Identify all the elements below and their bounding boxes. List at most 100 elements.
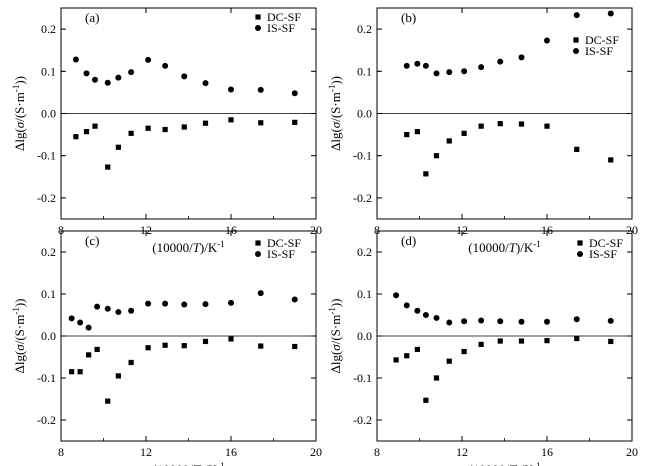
legend-marker-square — [255, 14, 261, 20]
data-point-dc-sf — [105, 398, 111, 404]
data-point-dc-sf — [574, 146, 580, 152]
data-point-dc-sf — [162, 342, 168, 348]
x-tick-label: 16 — [225, 445, 237, 459]
data-point-is-sf — [403, 302, 410, 309]
legend-marker-square — [573, 37, 579, 43]
x-axis-label-suffix: )/K — [200, 462, 218, 466]
data-point-is-sf — [518, 54, 525, 61]
data-point-is-sf — [115, 309, 122, 316]
x-tick-label: 12 — [456, 445, 468, 459]
x-axis-label-variable: T — [193, 462, 201, 466]
x-axis-label-exponent: -1 — [533, 239, 541, 249]
data-point-dc-sf — [478, 123, 484, 129]
x-axis-label-variable: T — [509, 240, 517, 255]
data-point-dc-sf — [404, 353, 410, 359]
data-point-is-sf — [607, 10, 614, 17]
y-axis-label-variable: σ — [328, 121, 343, 128]
y-tick-label: 0.0 — [41, 107, 56, 121]
data-point-dc-sf — [292, 119, 298, 125]
data-point-is-sf — [291, 296, 298, 303]
data-point-is-sf — [573, 12, 580, 19]
x-axis-label: (10000/T)/K-1 — [468, 461, 541, 466]
y-tick-label: 0.1 — [357, 64, 372, 78]
legend-marker-square — [577, 240, 583, 246]
x-axis-label: (10000/T)/K-1 — [152, 461, 225, 466]
data-point-is-sf — [257, 86, 264, 93]
y-tick-label: -0.2 — [37, 191, 56, 205]
x-tick-label: 8 — [58, 445, 64, 459]
y-tick-label: -0.2 — [37, 413, 56, 427]
data-point-dc-sf — [162, 126, 168, 133]
data-point-is-sf — [544, 318, 550, 325]
legend-label: DC-SF — [585, 33, 619, 47]
data-point-dc-sf — [433, 153, 440, 159]
panel-b: 8 12 16 20-0.2-0.10.00.10.2(10000/T)/K-1Δlg… — [327, 7, 638, 255]
y-axis-label-exponent: -1 — [11, 307, 21, 315]
data-point-dc-sf — [608, 157, 614, 163]
data-point-dc-sf — [258, 343, 264, 349]
y-axis-label: Δlg(σ/(S·m-1)) — [11, 76, 27, 151]
data-point-is-sf — [497, 58, 504, 65]
data-point-dc-sf — [202, 120, 209, 126]
data-point-is-sf — [181, 73, 188, 80]
y-tick-label: 0.2 — [357, 22, 372, 36]
data-point-dc-sf — [461, 130, 467, 136]
x-axis-label-exponent: -1 — [217, 461, 225, 466]
y-axis-label-prefix: Δlg( — [328, 351, 343, 374]
data-point-dc-sf — [497, 338, 503, 344]
x-tick-label: 20 — [310, 445, 322, 459]
panel-label: (d) — [401, 233, 416, 248]
data-point-is-sf — [68, 315, 75, 322]
data-point-is-sf — [128, 307, 135, 314]
data-point-dc-sf — [145, 345, 151, 351]
y-tick-label: 0.0 — [357, 329, 372, 343]
data-point-dc-sf — [414, 129, 420, 135]
data-point-dc-sf — [181, 343, 187, 349]
x-tick-label: 8 — [58, 223, 64, 237]
legend-label: IS-SF — [267, 21, 295, 35]
data-point-dc-sf — [518, 338, 525, 344]
x-axis-label-suffix: )/K — [516, 240, 534, 255]
data-point-dc-sf — [77, 369, 83, 375]
y-axis-label-unit: /(S·m — [12, 92, 27, 122]
data-point-is-sf — [228, 299, 234, 306]
data-point-dc-sf — [446, 358, 452, 364]
data-point-is-sf — [145, 300, 152, 307]
y-tick-label: 0.2 — [357, 245, 372, 259]
legend-label: DC-SF — [589, 236, 623, 250]
x-tick-label: 12 — [140, 223, 152, 237]
data-point-is-sf — [77, 319, 84, 326]
x-axis-label-prefix: (10000/ — [468, 462, 509, 466]
data-point-is-sf — [104, 305, 111, 312]
legend-marker-circle — [573, 48, 579, 54]
data-point-is-sf — [403, 62, 410, 69]
x-axis-label-variable: T — [509, 462, 517, 466]
legend-marker-circle — [577, 251, 583, 257]
data-point-is-sf — [202, 301, 209, 308]
y-axis-label-close: )) — [12, 76, 27, 85]
panel-label: (b) — [401, 10, 416, 25]
x-tick-label: 8 — [374, 223, 380, 237]
y-axis-label-unit: /(S·m — [328, 92, 343, 122]
data-point-is-sf — [573, 316, 580, 323]
y-axis-label-exponent: -1 — [327, 307, 337, 315]
data-point-is-sf — [72, 56, 79, 63]
y-tick-label: 0.2 — [41, 245, 56, 259]
x-tick-label: 12 — [456, 223, 468, 237]
data-point-is-sf — [497, 318, 504, 325]
y-axis-label-variable: σ — [328, 344, 343, 351]
y-axis-label-prefix: Δlg( — [328, 128, 343, 151]
data-point-is-sf — [544, 37, 550, 44]
y-tick-label: -0.2 — [353, 413, 372, 427]
x-tick-label: 12 — [140, 445, 152, 459]
data-point-is-sf — [128, 69, 135, 76]
data-point-is-sf — [92, 76, 98, 83]
y-axis-label: Δlg(σ/(S·m-1)) — [11, 298, 27, 373]
data-point-dc-sf — [414, 346, 420, 353]
data-point-is-sf — [433, 70, 440, 77]
data-point-is-sf — [461, 318, 468, 325]
data-point-is-sf — [518, 318, 525, 325]
y-axis-label: Δlg(σ/(S·m-1)) — [327, 298, 343, 373]
data-point-is-sf — [228, 86, 234, 93]
